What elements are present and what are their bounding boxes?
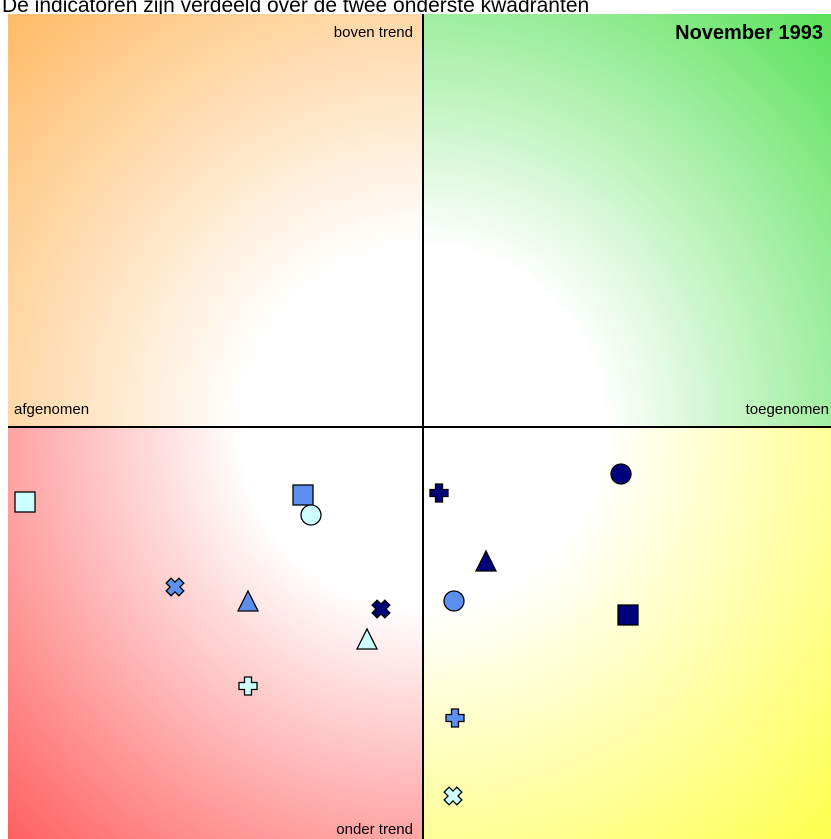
marker — [443, 786, 463, 806]
marker — [617, 604, 639, 626]
chart-title: De indicatoren zijn verdeeld over de twe… — [2, 0, 589, 17]
quadrant — [8, 427, 423, 839]
marker — [236, 589, 260, 612]
quadrant-label: onder trend — [336, 821, 413, 838]
quadrant — [8, 14, 423, 427]
marker — [371, 599, 391, 619]
marker — [292, 484, 314, 506]
marker — [238, 676, 258, 696]
marker — [610, 463, 632, 485]
marker — [429, 483, 449, 503]
marker — [355, 627, 379, 650]
quadrant-label: boven trend — [334, 24, 413, 41]
quadrant — [423, 14, 831, 427]
marker — [165, 577, 185, 597]
marker — [14, 491, 36, 513]
quadrant — [423, 427, 831, 839]
marker — [443, 590, 465, 612]
annotation: November 1993 — [675, 22, 823, 44]
quadrant-label: afgenomen — [14, 401, 89, 418]
marker — [445, 708, 465, 728]
marker — [474, 549, 498, 572]
marker — [300, 504, 322, 526]
quadrant-label: toegenomen — [746, 401, 829, 418]
